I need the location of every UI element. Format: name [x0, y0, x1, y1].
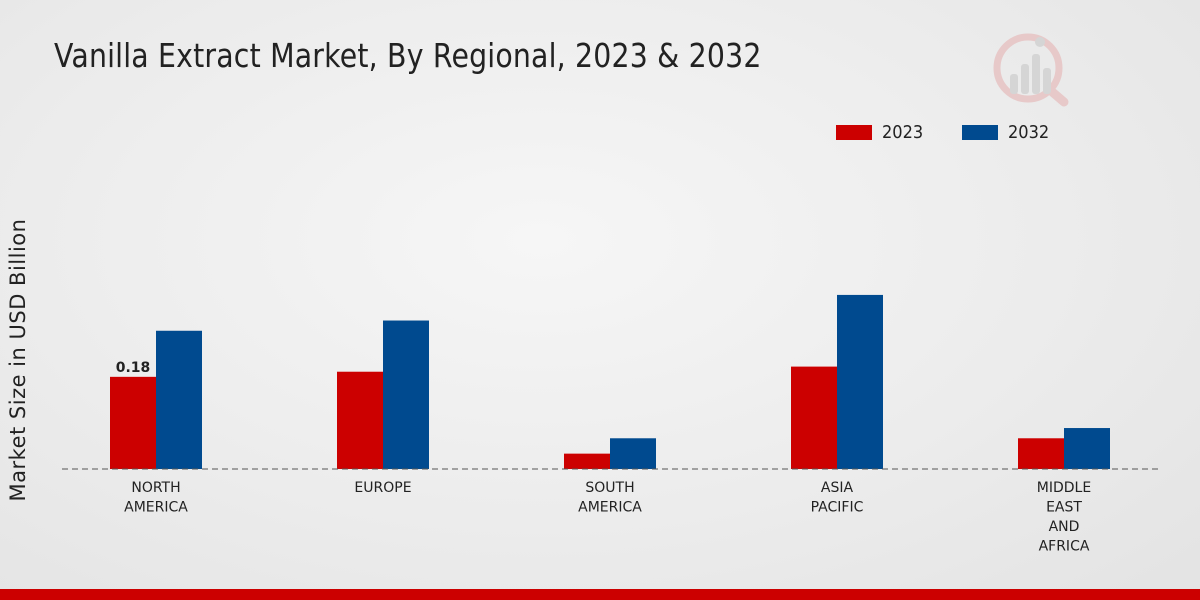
x-tick-label-line: ASIA — [821, 480, 854, 496]
bar-2023-0[interactable] — [110, 376, 156, 469]
x-tick-label-line: AMERICA — [578, 500, 642, 516]
x-tick-label-line: AMERICA — [124, 500, 188, 516]
chart-title: Vanilla Extract Market, By Regional, 202… — [54, 36, 762, 75]
bar-2032-4[interactable] — [1064, 428, 1110, 469]
x-tick-label-line: EAST — [1046, 500, 1082, 516]
chart-legend: 2023 2032 — [836, 122, 1088, 143]
x-tick-label-line: AFRICA — [1039, 539, 1090, 555]
x-tick-label-4: MIDDLE EAST AND AFRICA — [1037, 480, 1091, 555]
bar-2032-3[interactable] — [837, 294, 883, 469]
legend-label-2032: 2032 — [1007, 122, 1050, 143]
x-tick-label-0: NORTH AMERICA — [124, 480, 188, 516]
x-tick-label-line: EUROPE — [354, 480, 411, 496]
legend-swatch-2032 — [961, 125, 998, 140]
x-tick-label-line: AND — [1049, 519, 1080, 535]
x-tick-label-line: PACIFIC — [811, 500, 864, 516]
x-tick-label-2: SOUTH AMERICA — [578, 480, 642, 516]
bar-2023-2[interactable] — [564, 453, 610, 469]
bar-2032-0[interactable] — [156, 330, 202, 469]
legend-label-2023: 2023 — [882, 122, 924, 143]
x-tick-label-line: MIDDLE — [1037, 480, 1091, 496]
legend-item-2023[interactable]: 2023 — [836, 122, 928, 143]
x-tick-label-line: NORTH — [131, 480, 180, 496]
x-tick-label-1: EUROPE — [354, 480, 411, 496]
data-label-0: 0.18 — [116, 360, 151, 376]
x-tick-label-3: ASIA PACIFIC — [811, 480, 864, 516]
bar-2023-4[interactable] — [1018, 438, 1064, 469]
bar-2023-1[interactable] — [337, 371, 383, 469]
x-tick-label-line: SOUTH — [585, 480, 634, 496]
bar-2032-1[interactable] — [383, 320, 429, 469]
legend-swatch-2023 — [836, 125, 872, 140]
bottom-accent-bar — [0, 589, 1200, 600]
bar-2023-3[interactable] — [791, 366, 837, 469]
legend-item-2032[interactable]: 2032 — [961, 122, 1054, 143]
bar-chart-magnifier-logo-icon — [993, 33, 1069, 107]
bar-2032-2[interactable] — [610, 438, 656, 469]
